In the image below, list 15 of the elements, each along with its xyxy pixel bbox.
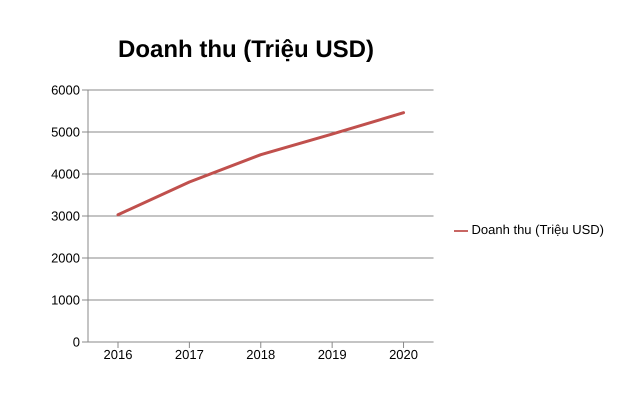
x-tick-label: 2017 [174, 347, 204, 362]
y-tick-label: 3000 [51, 208, 80, 224]
y-tick-label: 0 [72, 334, 80, 350]
y-tick-label: 1000 [51, 292, 80, 308]
x-tick-label: 2016 [104, 347, 132, 362]
y-tick-label: 4000 [51, 166, 80, 182]
chart-title: Doanh thu (Triệu USD) [117, 35, 375, 65]
x-tick-label: 2020 [389, 347, 418, 362]
x-tick-label: 2018 [246, 347, 276, 362]
line-series [116, 111, 406, 216]
legend-label: Doanh thu (Triệu USD) [472, 222, 604, 238]
y-tick-label: 6000 [51, 82, 80, 98]
x-tick-label: 2019 [318, 347, 347, 362]
y-tick-label: 5000 [51, 124, 80, 140]
y-tick-label: 2000 [51, 250, 80, 266]
